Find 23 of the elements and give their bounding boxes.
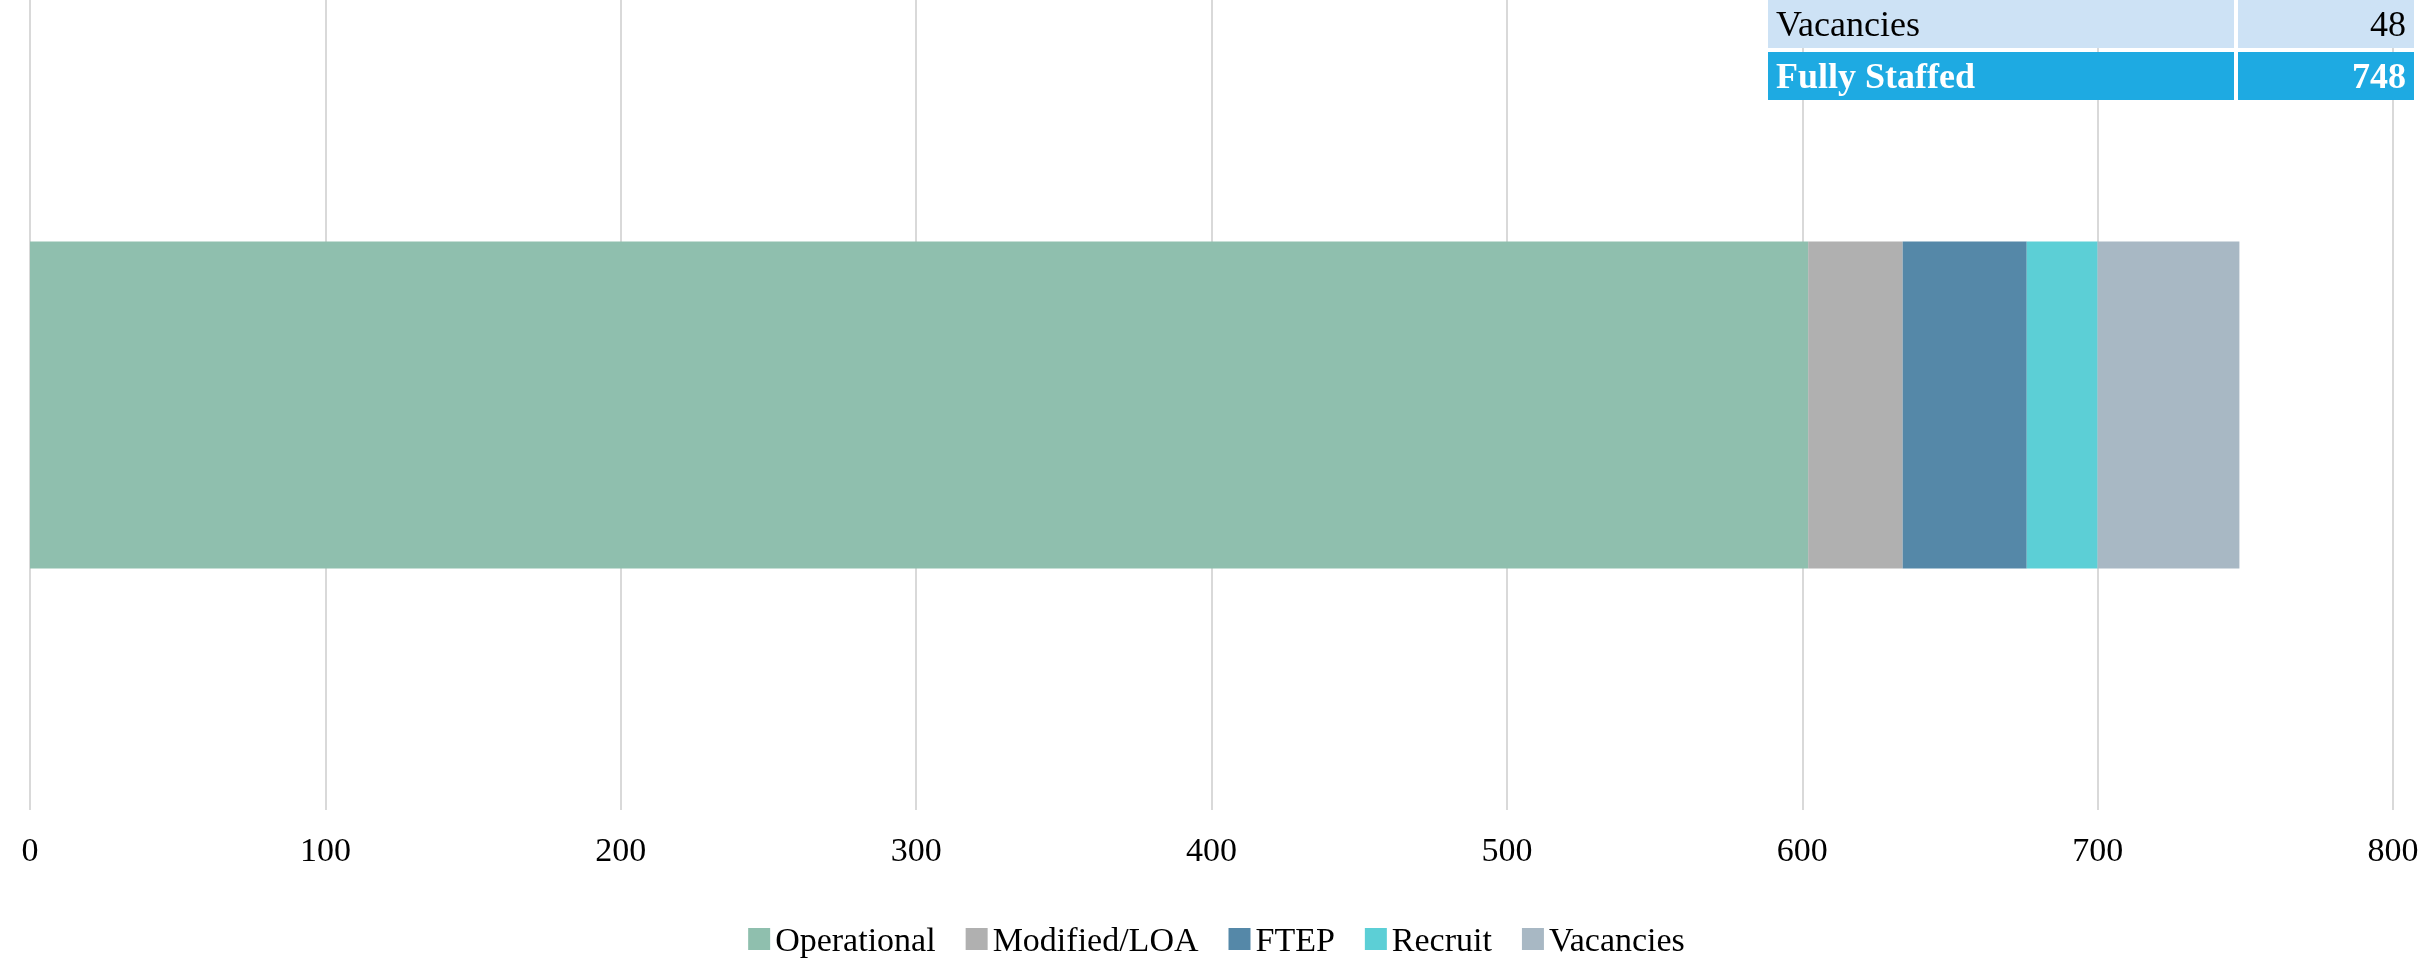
text: 48: [2238, 0, 2414, 48]
x-tick-label: 400: [1186, 830, 1237, 868]
x-tick-label: 100: [299, 830, 351, 868]
text: 748: [2238, 52, 2414, 100]
bar: [2026, 241, 2098, 569]
legend-label: Operational: [775, 920, 936, 958]
x-tick-label: 300: [890, 830, 942, 868]
legend-label: Modified/LOA: [992, 920, 1199, 958]
legend-label: Recruit: [1391, 920, 1493, 958]
legend-label: Vacancies: [1548, 920, 1685, 958]
legend-label: FTEP: [1255, 920, 1335, 958]
text: Vacancies: [1768, 0, 2234, 48]
x-tick-label: 0: [21, 830, 39, 868]
x-tick-label: 600: [1776, 830, 1828, 868]
x-tick-label: 700: [2072, 830, 2124, 868]
x-tick-label: 200: [595, 830, 647, 868]
x-tick-label: 800: [2367, 830, 2419, 868]
bar: [30, 241, 1809, 569]
x-tick-label: 500: [1481, 830, 1533, 868]
text: Fully Staffed: [1768, 52, 2234, 100]
bar: [1808, 241, 1903, 569]
bar: [1902, 241, 2027, 569]
bar: [2097, 241, 2240, 569]
